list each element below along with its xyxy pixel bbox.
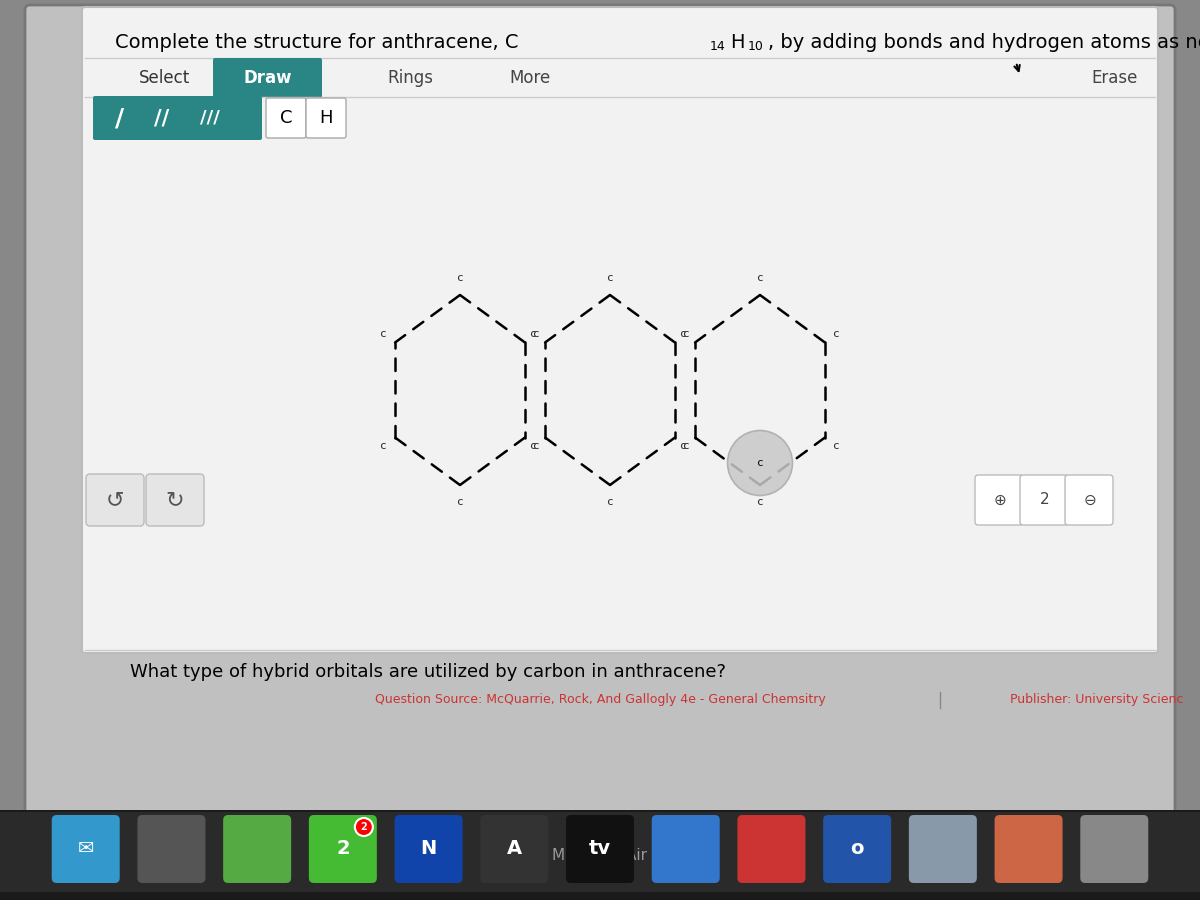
FancyBboxPatch shape bbox=[25, 5, 1175, 835]
FancyBboxPatch shape bbox=[395, 815, 462, 883]
Text: ⊖: ⊖ bbox=[1084, 492, 1097, 508]
Text: Publisher: University Scienc: Publisher: University Scienc bbox=[1010, 694, 1183, 706]
Text: C: C bbox=[280, 109, 293, 127]
Text: c: c bbox=[757, 497, 763, 507]
Text: Question Source: McQuarrie, Rock, And Gallogly 4e - General Chemsitry: Question Source: McQuarrie, Rock, And Ga… bbox=[374, 694, 826, 706]
FancyBboxPatch shape bbox=[995, 815, 1062, 883]
Text: c: c bbox=[833, 441, 840, 451]
Text: c: c bbox=[757, 273, 763, 283]
Text: MacBook Air: MacBook Air bbox=[552, 848, 648, 862]
Text: o: o bbox=[851, 840, 864, 859]
FancyBboxPatch shape bbox=[82, 7, 1158, 653]
FancyBboxPatch shape bbox=[306, 98, 346, 138]
Text: c: c bbox=[533, 328, 540, 339]
Bar bbox=[0, 810, 1200, 900]
Text: c: c bbox=[833, 328, 840, 339]
FancyBboxPatch shape bbox=[566, 815, 634, 883]
Text: 2: 2 bbox=[1040, 492, 1050, 508]
Text: N: N bbox=[420, 840, 437, 859]
Text: c: c bbox=[683, 441, 690, 451]
Text: c: c bbox=[530, 329, 536, 339]
Text: What type of hybrid orbitals are utilized by carbon in anthracene?: What type of hybrid orbitals are utilize… bbox=[130, 663, 726, 681]
FancyBboxPatch shape bbox=[52, 815, 120, 883]
Text: c: c bbox=[607, 497, 613, 507]
Text: H: H bbox=[319, 109, 332, 127]
FancyBboxPatch shape bbox=[823, 815, 892, 883]
Text: Rings: Rings bbox=[386, 69, 433, 87]
Text: 2: 2 bbox=[336, 840, 349, 859]
FancyBboxPatch shape bbox=[138, 815, 205, 883]
Text: H: H bbox=[730, 32, 744, 51]
Text: Select: Select bbox=[139, 69, 191, 87]
Circle shape bbox=[355, 818, 373, 836]
FancyBboxPatch shape bbox=[974, 475, 1022, 525]
FancyBboxPatch shape bbox=[1066, 475, 1114, 525]
Text: c: c bbox=[380, 441, 386, 451]
Text: c: c bbox=[530, 441, 536, 451]
Bar bbox=[0, 812, 1200, 892]
FancyBboxPatch shape bbox=[908, 815, 977, 883]
Text: Complete the structure for anthracene, C: Complete the structure for anthracene, C bbox=[115, 32, 518, 51]
Text: Erase: Erase bbox=[1092, 69, 1138, 87]
Text: /: / bbox=[115, 106, 125, 130]
Text: 10: 10 bbox=[748, 40, 764, 52]
FancyBboxPatch shape bbox=[1080, 815, 1148, 883]
FancyBboxPatch shape bbox=[146, 474, 204, 526]
Text: c: c bbox=[607, 273, 613, 283]
Text: A: A bbox=[506, 840, 522, 859]
FancyBboxPatch shape bbox=[86, 474, 144, 526]
Text: c: c bbox=[680, 329, 686, 339]
Text: ✉: ✉ bbox=[78, 840, 94, 859]
Text: Draw: Draw bbox=[244, 69, 293, 87]
FancyBboxPatch shape bbox=[480, 815, 548, 883]
Text: ↻: ↻ bbox=[166, 490, 185, 510]
Text: ↺: ↺ bbox=[106, 490, 125, 510]
Text: 14: 14 bbox=[710, 40, 726, 52]
Text: c: c bbox=[680, 441, 686, 451]
Ellipse shape bbox=[727, 430, 792, 496]
FancyBboxPatch shape bbox=[738, 815, 805, 883]
Text: ///: /// bbox=[200, 109, 220, 127]
FancyBboxPatch shape bbox=[308, 815, 377, 883]
FancyBboxPatch shape bbox=[94, 96, 262, 140]
FancyBboxPatch shape bbox=[223, 815, 292, 883]
Text: 2: 2 bbox=[360, 822, 367, 832]
FancyBboxPatch shape bbox=[214, 58, 322, 98]
Text: c: c bbox=[757, 458, 763, 468]
Text: c: c bbox=[457, 273, 463, 283]
Text: tv: tv bbox=[589, 840, 611, 859]
Text: c: c bbox=[457, 497, 463, 507]
Text: c: c bbox=[683, 328, 690, 339]
Text: c: c bbox=[380, 329, 386, 339]
FancyBboxPatch shape bbox=[1020, 475, 1068, 525]
Text: ⊕: ⊕ bbox=[994, 492, 1007, 508]
FancyBboxPatch shape bbox=[652, 815, 720, 883]
FancyBboxPatch shape bbox=[266, 98, 306, 138]
Text: More: More bbox=[509, 69, 551, 87]
Text: c: c bbox=[533, 441, 540, 451]
Text: //: // bbox=[155, 108, 169, 128]
Text: , by adding bonds and hydrogen atoms as necessary.: , by adding bonds and hydrogen atoms as … bbox=[768, 32, 1200, 51]
